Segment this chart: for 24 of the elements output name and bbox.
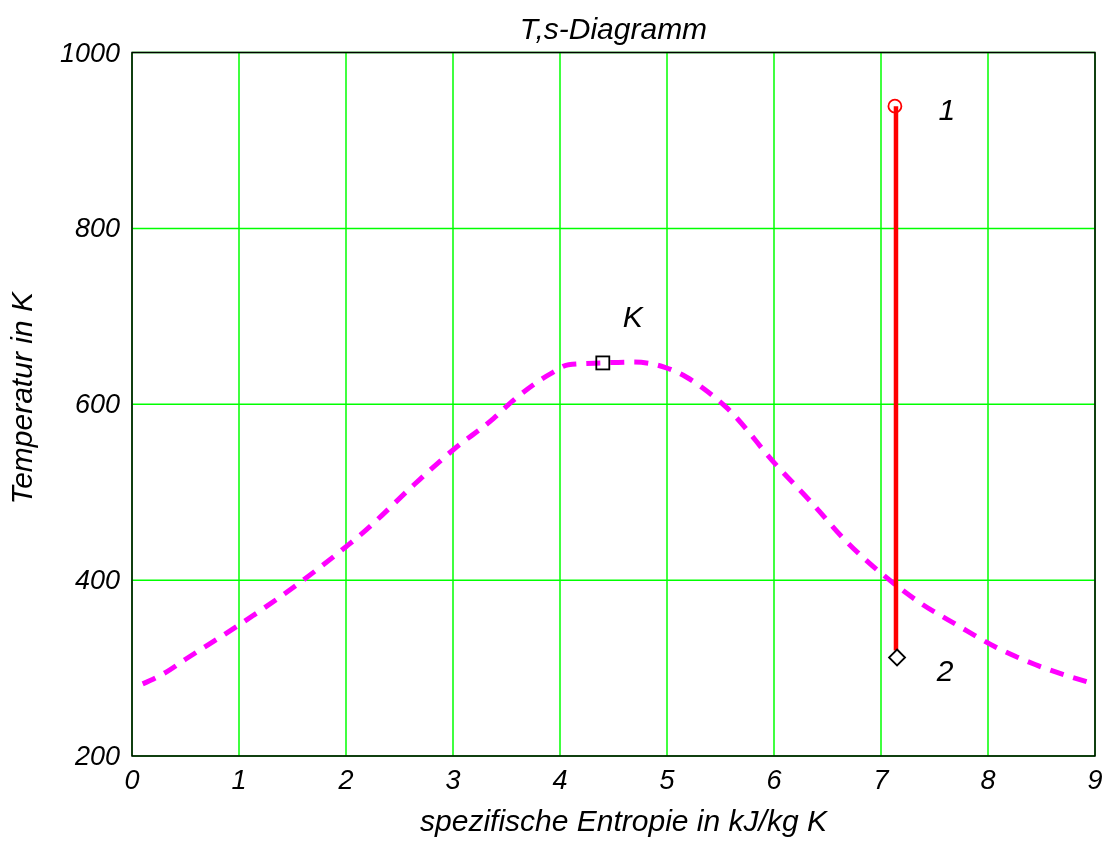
x-tick-label: 4 — [552, 765, 568, 795]
x-tick-label: 0 — [124, 765, 140, 795]
x-tick-label: 2 — [337, 765, 354, 795]
x-tick-label: 3 — [445, 765, 461, 795]
chart-title: T,s-Diagramm — [519, 12, 708, 45]
annotation: 1 — [938, 93, 956, 127]
x-tick-label: 9 — [1087, 765, 1103, 795]
x-tick-label: 7 — [873, 765, 890, 795]
x-tick-label: 5 — [659, 765, 676, 795]
y-tick-label: 400 — [74, 565, 120, 596]
y-tick-label: 800 — [74, 213, 120, 244]
point — [887, 98, 903, 114]
point — [888, 648, 906, 667]
y-tick-label: 1000 — [59, 37, 120, 68]
point — [595, 355, 611, 371]
y-axis-title: Temperatur in K — [5, 290, 38, 505]
y-tick-label: 200 — [73, 741, 120, 771]
x-tick-label: 6 — [766, 765, 783, 795]
annotation: K — [622, 299, 645, 333]
x-tick-label: 1 — [231, 765, 247, 795]
x-axis-title: spezifische Entropie in kJ/kg K — [420, 804, 829, 837]
annotation: 2 — [935, 653, 954, 687]
x-tick-label: 8 — [980, 765, 996, 795]
y-tick-label: 600 — [74, 389, 120, 420]
